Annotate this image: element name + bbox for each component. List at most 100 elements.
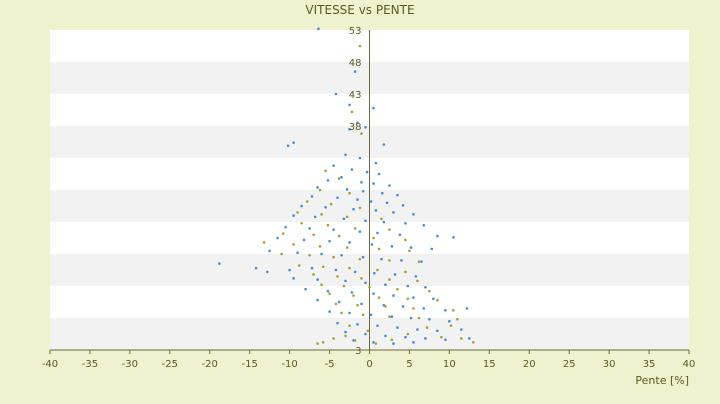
- data-point-series-1: [360, 181, 363, 184]
- data-point-series-1: [302, 238, 306, 242]
- data-point-series-2: [358, 257, 362, 261]
- data-point-series-2: [406, 332, 410, 336]
- data-point-series-1: [392, 294, 395, 297]
- data-point-series-2: [384, 305, 387, 308]
- data-point-series-2: [281, 232, 285, 235]
- data-point-series-1: [460, 328, 463, 331]
- data-point-series-1: [310, 266, 314, 270]
- data-point-series-2: [388, 278, 391, 281]
- data-point-series-2: [353, 227, 357, 230]
- data-point-series-1: [324, 205, 327, 209]
- data-point-series-1: [316, 298, 319, 302]
- data-point-series-1: [292, 141, 295, 144]
- data-point-series-1: [430, 247, 434, 251]
- data-point-series-1: [401, 305, 405, 308]
- data-point-series-2: [388, 259, 391, 262]
- data-point-series-1: [468, 337, 471, 340]
- data-point-series-1: [336, 321, 339, 325]
- data-point-series-1: [345, 188, 349, 191]
- x-tick-label: -15: [242, 359, 258, 370]
- data-point-series-1: [372, 271, 376, 275]
- data-point-series-2: [460, 337, 463, 340]
- data-point-series-1: [370, 243, 374, 246]
- data-point-series-1: [332, 164, 335, 167]
- data-point-series-1: [328, 239, 331, 243]
- data-point-series-2: [297, 264, 301, 267]
- data-point-series-1: [348, 311, 351, 315]
- data-point-series-1: [320, 252, 323, 256]
- data-point-series-1: [416, 328, 419, 331]
- data-point-series-2: [376, 268, 379, 272]
- data-point-series-2: [334, 302, 338, 306]
- data-point-series-2: [300, 221, 303, 225]
- data-point-series-1: [409, 246, 413, 249]
- data-point-series-1: [360, 302, 363, 306]
- data-point-series-1: [404, 221, 407, 225]
- data-point-series-2: [377, 296, 381, 299]
- data-point-series-2: [332, 255, 335, 259]
- x-tick-label: -10: [281, 359, 297, 370]
- data-point-series-2: [320, 283, 323, 287]
- data-point-series-2: [374, 342, 378, 345]
- data-point-series-2: [416, 279, 419, 283]
- data-point-series-1: [396, 326, 399, 329]
- data-point-series-1: [385, 201, 389, 205]
- data-point-series-1: [465, 307, 469, 310]
- data-point-series-1: [448, 319, 451, 323]
- data-point-series-2: [308, 253, 311, 257]
- data-point-series-1: [452, 236, 455, 239]
- x-tick-label: 30: [603, 359, 616, 370]
- data-point-series-1: [316, 278, 319, 281]
- data-point-series-1: [372, 341, 375, 344]
- data-point-series-1: [337, 300, 341, 304]
- data-point-series-1: [358, 230, 362, 233]
- data-point-series-2: [404, 238, 407, 242]
- data-point-series-2: [412, 307, 415, 310]
- data-point-series-1: [369, 313, 373, 317]
- data-point-series-1: [392, 211, 395, 214]
- data-point-series-2: [428, 289, 431, 293]
- data-point-series-2: [456, 317, 459, 321]
- x-tick-label: 25: [563, 359, 576, 370]
- tick-labels: -40 -35 -30 -25 -20 -15 -10 -5 0 5 10 15 20 25 30 35 40 5…: [42, 26, 696, 370]
- data-point-series-1: [388, 184, 391, 187]
- data-point-series-1: [372, 292, 375, 295]
- data-point-series-2: [340, 311, 343, 315]
- data-point-series-1: [326, 179, 330, 182]
- data-point-series-2: [350, 110, 354, 114]
- data-point-series-2: [336, 275, 339, 278]
- data-point-series-2: [318, 188, 322, 192]
- data-point-series-1: [396, 193, 399, 197]
- data-point-series-2: [408, 249, 411, 253]
- x-tick-label: -5: [325, 359, 335, 370]
- data-point-series-1: [361, 255, 365, 259]
- data-point-series-1: [218, 262, 221, 265]
- data-point-series-2: [358, 44, 362, 48]
- data-point-series-1: [428, 317, 431, 321]
- data-point-series-1: [356, 121, 359, 125]
- data-point-series-1: [406, 284, 410, 288]
- data-point-series-1: [350, 291, 354, 294]
- data-point-series-1: [316, 186, 319, 189]
- data-point-series-2: [321, 341, 325, 344]
- x-tick-label: 35: [643, 359, 656, 370]
- data-point-series-1: [292, 277, 295, 280]
- data-point-series-2: [280, 252, 283, 256]
- data-point-series-2: [305, 200, 309, 203]
- data-point-series-1: [344, 330, 347, 334]
- data-point-series-1: [401, 204, 405, 207]
- data-point-series-1: [390, 315, 394, 319]
- data-point-series-1: [414, 275, 418, 278]
- data-point-series-1: [444, 309, 447, 312]
- x-tick-label: -20: [202, 359, 218, 370]
- data-point-series-1: [361, 189, 365, 193]
- data-point-series-1: [352, 207, 355, 211]
- data-point-series-2: [318, 245, 322, 248]
- data-point-series-1: [420, 260, 423, 263]
- data-point-series-1: [326, 289, 330, 293]
- data-point-series-1: [356, 198, 359, 201]
- data-point-series-1: [424, 337, 427, 340]
- data-point-series-1: [358, 156, 362, 160]
- data-point-series-2: [417, 316, 421, 320]
